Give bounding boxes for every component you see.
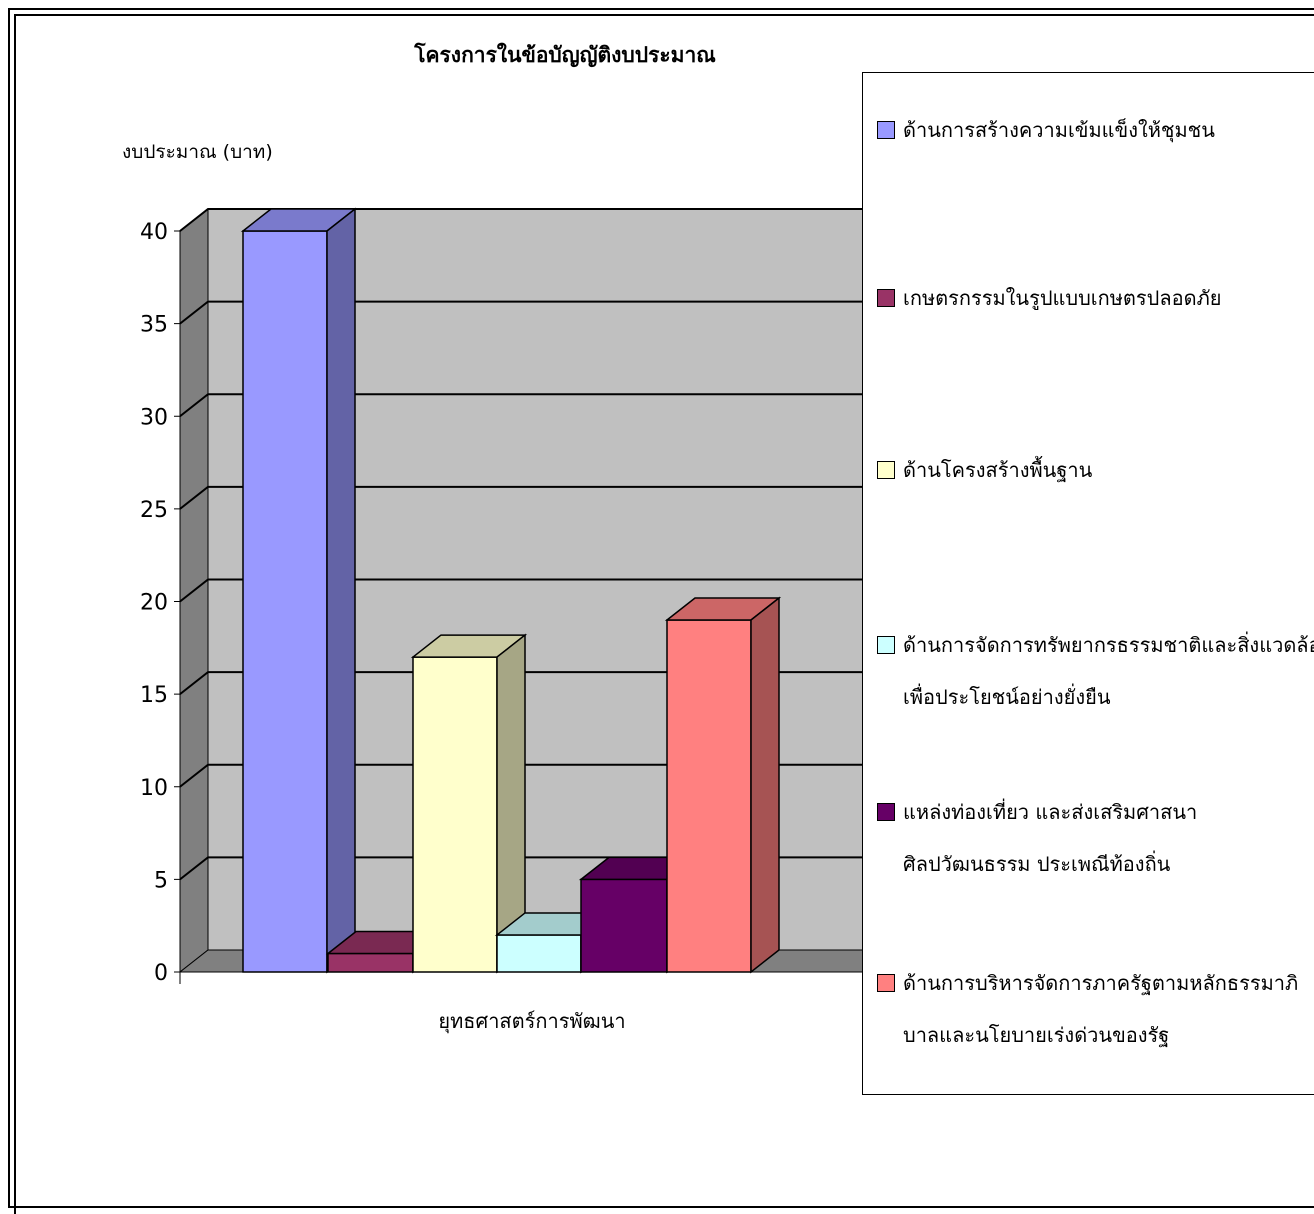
bar-front bbox=[581, 879, 667, 972]
legend-swatch bbox=[877, 289, 895, 307]
bar-front bbox=[667, 620, 751, 972]
legend-label: เพื่อประโยชน์อย่างยั่งยืน bbox=[877, 680, 1314, 714]
y-tick-label: 20 bbox=[140, 591, 168, 616]
legend-item: ด้านการจัดการทรัพยากรธรรมชาติและสิ่งแวดล… bbox=[877, 628, 1314, 714]
legend-swatch bbox=[877, 974, 895, 992]
bar-front bbox=[328, 953, 413, 972]
y-tick-label: 10 bbox=[140, 776, 168, 801]
legend-label: ด้านการสร้างความเข้มแข็งให้ชุมชน bbox=[877, 113, 1215, 147]
y-tick-label: 40 bbox=[140, 220, 168, 245]
chart-axes: 0 5 10 15 20 25 30 35 40 bbox=[140, 220, 180, 986]
y-axis-label: งบประมาณ (บาท) bbox=[122, 141, 273, 163]
legend-label: แหล่งท่องเที่ยว และส่งเสริมศาสนา bbox=[877, 795, 1197, 829]
legend-item: เกษตรกรรมในรูปแบบเกษตรปลอดภัย bbox=[877, 281, 1222, 315]
y-tick-label: 15 bbox=[140, 683, 168, 708]
chart-legend: ด้านการสร้างความเข้มแข็งให้ชุมชนเกษตรกรร… bbox=[862, 72, 1314, 1095]
y-tick-label: 30 bbox=[140, 405, 168, 430]
y-tick-label: 25 bbox=[140, 498, 168, 523]
y-tick-label: 35 bbox=[140, 313, 168, 338]
bar-group bbox=[243, 209, 355, 972]
y-tick-label: 5 bbox=[154, 868, 168, 893]
legend-swatch bbox=[877, 461, 895, 479]
legend-item: ด้านการสร้างความเข้มแข็งให้ชุมชน bbox=[877, 113, 1215, 147]
legend-label: ด้านโครงสร้างพื้นฐาน bbox=[877, 453, 1092, 487]
bar-front bbox=[243, 231, 327, 972]
legend-item: แหล่งท่องเที่ยว และส่งเสริมศาสนาศิลปวัฒน… bbox=[877, 795, 1197, 881]
legend-label: ด้านการจัดการทรัพยากรธรรมชาติและสิ่งแวดล… bbox=[877, 628, 1314, 662]
x-axis-category-label: ยุทธศาสตร์การพัฒนา bbox=[438, 1009, 625, 1034]
legend-item: ด้านการบริหารจัดการภาครัฐตามหลักธรรมาภิบ… bbox=[877, 966, 1298, 1052]
bar-side bbox=[327, 209, 355, 972]
bar-group bbox=[413, 635, 525, 972]
bar-front bbox=[413, 657, 497, 972]
y-tick-label: 0 bbox=[154, 961, 168, 986]
bar-group bbox=[667, 598, 779, 972]
legend-label: ด้านการบริหารจัดการภาครัฐตามหลักธรรมาภิ bbox=[877, 966, 1298, 1000]
legend-swatch bbox=[877, 803, 895, 821]
legend-label: บาลและนโยบายเร่งด่วนของรัฐ bbox=[877, 1018, 1298, 1052]
legend-label: เกษตรกรรมในรูปแบบเกษตรปลอดภัย bbox=[877, 281, 1222, 315]
bar-side bbox=[751, 598, 779, 972]
legend-swatch bbox=[877, 636, 895, 654]
legend-label: ศิลปวัฒนธรรม ประเพณีท้องถิ่น bbox=[877, 847, 1197, 881]
chart-title: โครงการในข้อบัญญัติงบประมาณ bbox=[413, 42, 716, 68]
legend-swatch bbox=[877, 121, 895, 139]
bar-front bbox=[497, 935, 581, 972]
legend-item: ด้านโครงสร้างพื้นฐาน bbox=[877, 453, 1092, 487]
